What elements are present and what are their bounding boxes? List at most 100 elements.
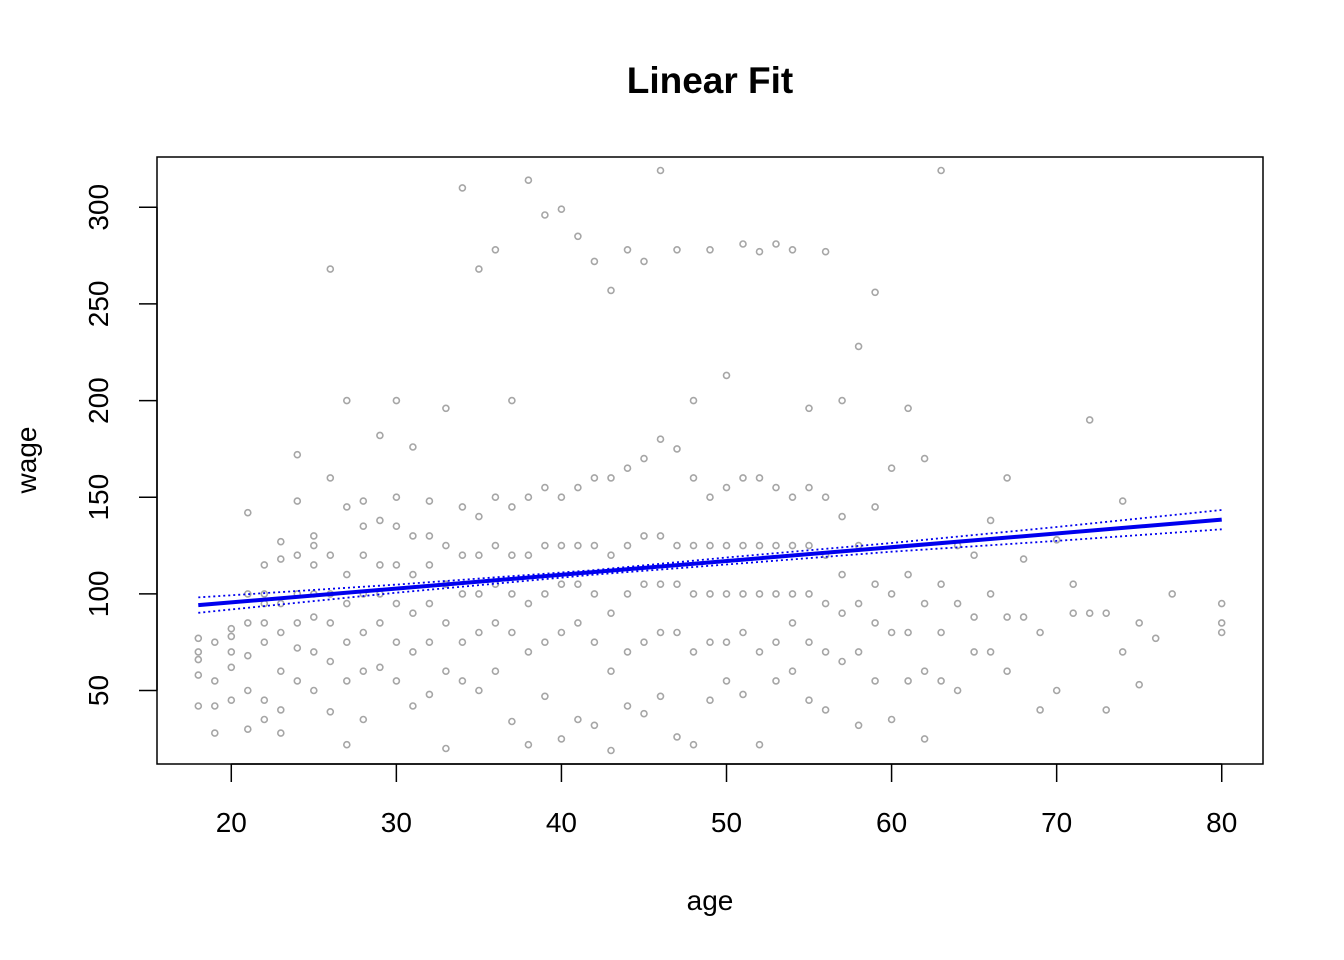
data-point: [293, 677, 302, 685]
data-point: [772, 638, 780, 647]
data-point: [359, 628, 368, 637]
data-point: [524, 493, 533, 502]
data-point: [788, 541, 797, 550]
data-point: [1085, 609, 1094, 618]
data-point: [805, 404, 813, 413]
data-point: [442, 404, 450, 413]
data-point: [1052, 686, 1061, 695]
data-point: [342, 599, 351, 608]
data-point: [194, 648, 203, 656]
data-point: [623, 648, 632, 656]
band-lower-line: [198, 528, 1222, 614]
data-point: [524, 648, 533, 656]
data-point: [425, 690, 434, 699]
data-point: [805, 483, 813, 492]
data-points: [194, 166, 1226, 755]
data-point: [755, 740, 764, 749]
data-point: [854, 648, 863, 656]
data-point: [491, 541, 500, 550]
data-point: [326, 551, 335, 560]
data-point: [1036, 628, 1044, 637]
data-point: [805, 541, 813, 550]
data-point: [392, 677, 401, 685]
data-point: [326, 265, 335, 273]
data-point: [1069, 580, 1077, 589]
data-point: [722, 677, 731, 685]
data-point: [755, 590, 764, 598]
data-point: [342, 396, 351, 405]
data-point: [376, 561, 384, 569]
data-point: [557, 493, 566, 502]
data-point: [293, 551, 302, 560]
data-point: [392, 493, 401, 502]
data-point: [656, 628, 665, 637]
data-point: [920, 735, 929, 743]
data-point: [821, 706, 830, 714]
data-point: [970, 551, 978, 560]
data-point: [640, 454, 648, 463]
data-point: [409, 609, 417, 618]
data-point: [409, 702, 417, 710]
data-point: [376, 516, 384, 525]
data-point: [755, 247, 764, 256]
data-point: [788, 619, 797, 627]
data-point: [871, 580, 879, 589]
data-point: [1052, 535, 1061, 544]
data-point: [640, 638, 648, 647]
x-axis-label: age: [687, 885, 734, 916]
data-point: [409, 648, 417, 656]
data-point: [326, 619, 335, 627]
data-point: [1135, 619, 1143, 627]
data-point: [623, 541, 632, 550]
y-tick-label: 250: [83, 281, 114, 328]
data-point: [309, 613, 318, 621]
data-point: [508, 551, 516, 560]
data-point: [227, 663, 236, 672]
data-point: [557, 205, 566, 213]
data-point: [442, 619, 450, 627]
data-point: [524, 740, 533, 749]
data-point: [887, 590, 896, 598]
data-point: [722, 638, 731, 647]
data-point: [508, 628, 516, 637]
data-point: [491, 619, 500, 627]
data-point: [342, 570, 351, 579]
data-point: [524, 551, 533, 560]
data-point: [541, 483, 549, 492]
data-point: [260, 619, 269, 627]
data-point: [821, 599, 830, 608]
data-point: [541, 692, 549, 701]
data-point: [1118, 497, 1127, 505]
data-point: [276, 706, 285, 714]
data-point: [640, 257, 648, 266]
data-point: [871, 503, 879, 511]
data-point: [508, 503, 516, 511]
data-point: [276, 628, 285, 637]
confidence-band: [198, 509, 1222, 614]
y-tick-label: 150: [83, 474, 114, 521]
data-point: [475, 590, 483, 598]
data-point: [607, 746, 615, 755]
data-point: [772, 483, 780, 492]
data-point: [359, 497, 368, 505]
data-point: [821, 247, 830, 256]
data-point: [937, 166, 945, 175]
data-point: [739, 240, 747, 248]
band-upper-line: [198, 509, 1222, 599]
data-point: [326, 707, 335, 716]
data-point: [227, 624, 236, 633]
data-point: [722, 541, 731, 550]
data-point: [574, 483, 582, 492]
data-point: [326, 474, 335, 482]
data-point: [986, 590, 995, 598]
data-point: [1151, 634, 1160, 643]
data-point: [838, 609, 846, 618]
data-point: [838, 657, 846, 666]
data-point: [491, 493, 500, 502]
data-point: [309, 686, 318, 695]
data-point: [392, 561, 401, 569]
data-point: [342, 740, 351, 749]
data-point: [970, 648, 978, 656]
data-point: [326, 657, 335, 666]
data-point: [557, 628, 566, 637]
